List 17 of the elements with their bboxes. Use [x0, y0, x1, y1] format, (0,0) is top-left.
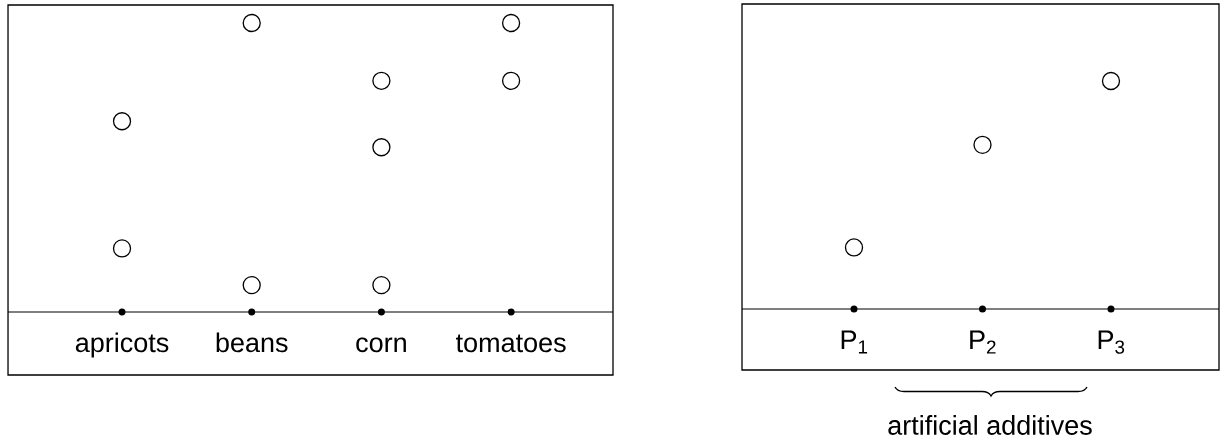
point: [112, 112, 132, 131]
point: [242, 13, 261, 33]
x-tick-label: P$_{3}$: [1098, 330, 1125, 354]
point: [501, 13, 521, 33]
x-tick-label: corn: [356, 337, 406, 353]
point: [372, 138, 391, 157]
point: [501, 71, 521, 90]
point: [372, 275, 391, 295]
point: [242, 275, 261, 295]
x-tick-label: beans: [216, 332, 288, 353]
text: artificial additives: [888, 415, 1092, 435]
point: [112, 239, 132, 258]
x-tick-label: tomatoes: [455, 334, 566, 353]
x-tick-label: apricots: [75, 332, 169, 358]
x-tick-label: P$_{1}$: [841, 330, 868, 354]
point: [372, 71, 391, 90]
x-tick-label: P$_{2}$: [970, 330, 996, 354]
